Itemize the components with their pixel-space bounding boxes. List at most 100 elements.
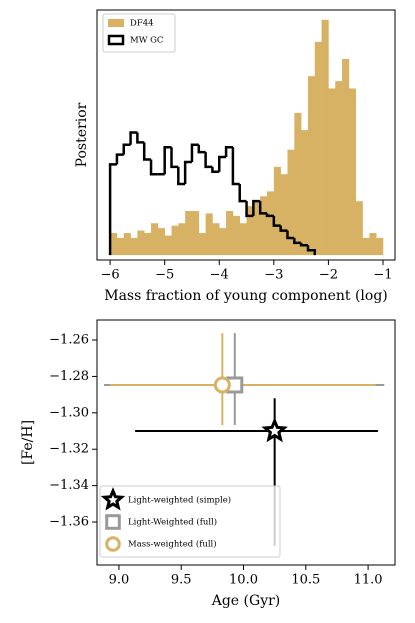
x-tick-label: −6 — [101, 268, 120, 283]
histogram-bar — [137, 230, 145, 256]
histogram-step — [258, 201, 268, 215]
histogram-bar — [280, 174, 288, 256]
legend-marker — [105, 536, 121, 552]
histogram-bar — [116, 237, 125, 256]
legend-swatch — [107, 34, 125, 46]
histogram-bar — [314, 41, 322, 256]
legend-frame — [99, 485, 281, 558]
histogram-bar — [164, 235, 172, 256]
y-tick-label: −1.32 — [49, 442, 89, 457]
legend-label: Mass-weighted (full) — [128, 539, 217, 550]
histogram-step — [163, 146, 172, 175]
histogram-bar — [246, 206, 254, 256]
histogram-step — [299, 242, 308, 247]
legend-marker — [100, 487, 126, 511]
legend-label: Light-Weighted (full) — [128, 517, 217, 528]
histogram-bar — [232, 215, 241, 256]
marker-star — [261, 417, 288, 443]
histogram-step — [115, 153, 124, 165]
x-tick-label: 9.5 — [171, 573, 192, 588]
histogram-step — [177, 166, 186, 186]
x-axis-label: Age (Gyr) — [211, 593, 281, 609]
histogram-bar — [205, 213, 213, 256]
histogram-bar — [355, 201, 363, 256]
plot-0 — [108, 19, 384, 256]
x-tick-label: −4 — [210, 268, 229, 283]
histogram-step — [272, 215, 281, 227]
histogram-step — [129, 131, 138, 145]
histogram-step — [293, 237, 302, 245]
legend-label: MW GC — [130, 36, 163, 46]
histogram-bar — [110, 233, 118, 256]
x-tick-label: −2 — [319, 268, 338, 283]
histogram-bar — [219, 228, 227, 256]
histogram-bar — [130, 237, 138, 256]
histogram-bar — [369, 233, 377, 256]
histogram-step — [170, 147, 179, 169]
histogram-step — [108, 163, 117, 256]
histogram-step — [306, 245, 317, 256]
x-axis-label: Mass fraction of young component (log) — [104, 288, 388, 304]
marker-circle — [213, 376, 231, 394]
x-tick-label: −3 — [264, 268, 283, 283]
histogram-bar — [273, 166, 281, 256]
legend-label: DF44 — [130, 19, 154, 29]
x-tick-label: 11.0 — [354, 573, 383, 588]
histogram-step — [265, 213, 274, 218]
histogram-bar — [185, 210, 193, 256]
histogram-bar — [287, 149, 295, 256]
legend: DF44 MW GC — [102, 13, 176, 53]
histogram-step — [190, 143, 199, 162]
histogram-bar — [212, 223, 220, 256]
y-tick-label: −1.30 — [49, 405, 89, 420]
y-tick-label: −1.34 — [49, 478, 89, 493]
histogram-step — [183, 160, 192, 185]
histogram-bar — [144, 233, 152, 256]
histogram-bar — [335, 81, 343, 256]
axes-frame — [96, 9, 396, 261]
histogram-step — [142, 142, 152, 161]
histogram-bar — [328, 88, 336, 256]
histogram-bar — [239, 223, 247, 256]
histogram-bar — [321, 19, 329, 256]
histogram-bar — [191, 210, 200, 256]
legend-marker — [105, 514, 121, 530]
histogram-step — [211, 166, 220, 174]
histogram-bar — [342, 59, 350, 256]
x-tick-label: −1 — [373, 268, 392, 283]
histogram-step — [122, 143, 131, 155]
histogram-bar — [348, 88, 357, 256]
histogram-bar — [226, 210, 234, 256]
legend: Light-weighted (simple) Light-Weighted (f… — [99, 485, 281, 558]
x-tick-label: 10.0 — [229, 573, 258, 588]
histogram-bar — [198, 233, 206, 256]
histogram-bar — [260, 196, 268, 256]
histogram-step — [279, 225, 288, 232]
axes-frame — [96, 319, 396, 566]
histogram-bar — [123, 233, 131, 256]
y-axis-label: [Fe/H] — [20, 420, 36, 465]
histogram-step — [252, 199, 261, 216]
legend-label: Light-weighted (simple) — [128, 495, 231, 506]
histogram-bar — [294, 112, 302, 256]
y-tick-label: −1.28 — [49, 369, 89, 384]
y-tick-label: −1.36 — [49, 515, 89, 530]
histogram-step — [231, 147, 240, 186]
histogram-bar — [253, 201, 261, 256]
y-axis-label: Posterior — [74, 102, 90, 167]
histogram-bar — [376, 237, 384, 256]
histogram-bar — [151, 223, 159, 256]
histogram-step — [218, 155, 227, 172]
x-tick-label: 10.5 — [291, 573, 320, 588]
x-tick-label: −5 — [155, 268, 174, 283]
histogram-step — [286, 230, 295, 240]
histogram-step — [149, 159, 158, 176]
histogram-bar — [307, 76, 316, 256]
histogram-step — [197, 144, 206, 154]
histogram-step — [238, 184, 247, 203]
legend-swatch — [108, 19, 124, 27]
histogram-step — [136, 132, 145, 144]
histogram-bar — [178, 223, 186, 256]
histogram-bar — [157, 228, 165, 256]
